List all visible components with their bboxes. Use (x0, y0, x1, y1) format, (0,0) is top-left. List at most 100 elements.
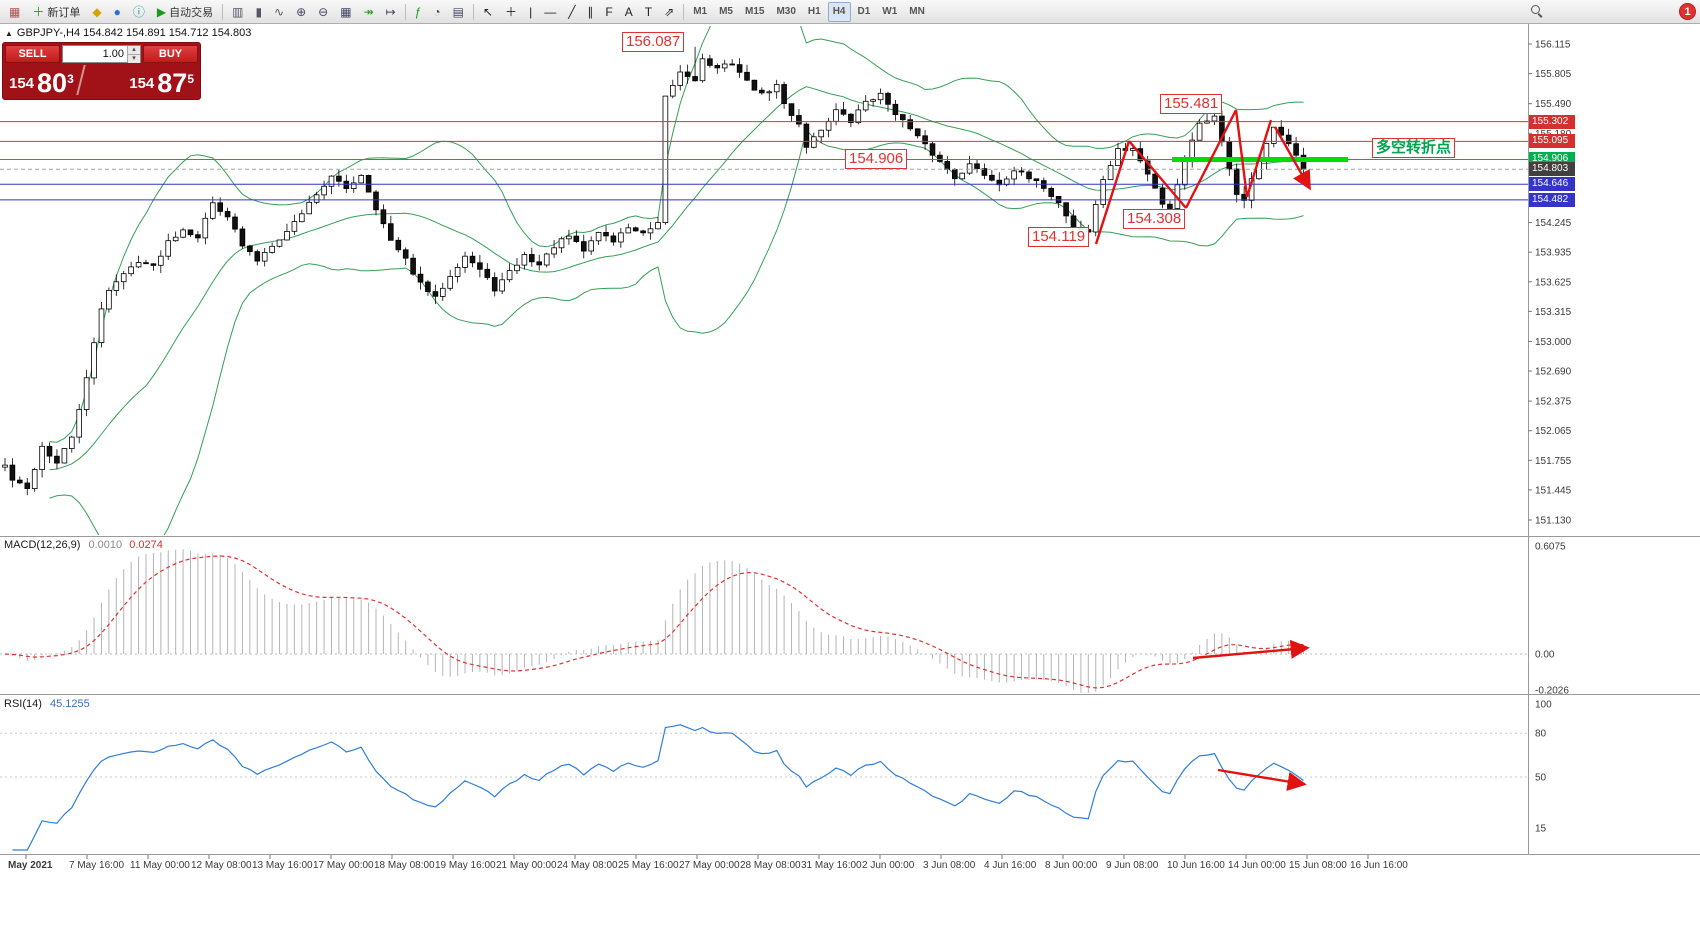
community-button[interactable]: ● (109, 2, 126, 22)
svg-text:7 May 16:00: 7 May 16:00 (69, 860, 124, 871)
trade-prices-row: 154 80 3 154 87 5 (5, 63, 198, 97)
rsi-label: RSI(14) (4, 698, 42, 710)
timeframe-mn-icon: MN (909, 5, 925, 17)
volume-stepper[interactable]: 1.00 ▴ ▾ (62, 45, 141, 63)
zoom-out-button[interactable]: ⊖ (313, 2, 333, 22)
fibonacci-button[interactable]: F (600, 2, 617, 22)
templates-button[interactable]: ▤ (448, 2, 469, 22)
horizontal-lines-layer[interactable] (0, 121, 1528, 201)
cursor-button[interactable]: ↖ (478, 2, 498, 22)
trend-arrow-3[interactable] (1184, 109, 1238, 209)
timeframe-m5-button[interactable]: M5 (714, 2, 738, 22)
indicators-button[interactable]: ƒ (410, 2, 427, 22)
auto-scroll-button[interactable]: ↠ (359, 2, 379, 22)
trend-arrow-1[interactable] (1094, 140, 1131, 245)
notification-badge[interactable]: 1 (1679, 3, 1696, 20)
timeframe-mn-button[interactable]: MN (904, 2, 930, 22)
auto-trading-button[interactable]: ▶ 自动交易 (152, 2, 218, 22)
svg-text:15: 15 (1535, 824, 1547, 835)
timeframe-w1-button[interactable]: W1 (877, 2, 902, 22)
bollinger-bands (49, 26, 1304, 535)
price-tag-154.803: 154.803 (1529, 162, 1575, 177)
anno-154308[interactable]: 154.308 (1123, 209, 1186, 229)
templates-icon: ▤ (452, 4, 464, 19)
sell-price-display[interactable]: 154 80 3 (9, 70, 74, 97)
candlestick-mode-button[interactable]: ▮ (250, 2, 267, 22)
fibonacci-icon: F (605, 4, 613, 19)
trend-arrow-2[interactable] (1128, 140, 1187, 209)
bar-chart-mode-button[interactable]: ▥ (227, 2, 248, 22)
anno-156087[interactable]: 156.087 (622, 32, 685, 52)
anno-155481[interactable]: 155.481 (1160, 94, 1223, 114)
anno-154906[interactable]: 154.906 (845, 149, 908, 169)
anno-154119[interactable]: 154.119 (1028, 227, 1090, 247)
volume-down-icon[interactable]: ▾ (128, 54, 140, 63)
svg-text:10 Jun 16:00: 10 Jun 16:00 (1167, 860, 1225, 871)
svg-text:21 May 00:00: 21 May 00:00 (496, 860, 557, 871)
svg-text:153.935: 153.935 (1535, 248, 1572, 259)
trendline-button[interactable]: ╱ (563, 2, 580, 22)
new-order-button[interactable]: ＋新订单 (27, 2, 85, 22)
channel-button[interactable]: ∥ (582, 2, 598, 22)
timeframe-m15-button[interactable]: M15 (740, 2, 769, 22)
svg-text:151.755: 151.755 (1535, 456, 1572, 467)
trend-arrow-5[interactable] (1245, 119, 1273, 198)
sell-button[interactable]: SELL (5, 45, 60, 63)
toolbar-separator (683, 3, 685, 20)
search-button[interactable] (1525, 1, 1548, 21)
line-chart-mode-button[interactable]: ∿ (269, 2, 289, 22)
timeframe-m30-button[interactable]: M30 (771, 2, 800, 22)
buy-price-display[interactable]: 154 87 5 (129, 70, 194, 97)
svg-text:0.6075: 0.6075 (1535, 542, 1566, 553)
vertical-line-button[interactable]: | (524, 2, 537, 22)
svg-text:152.375: 152.375 (1535, 397, 1572, 408)
horizontal-line-icon: — (544, 4, 557, 19)
new-chart-button[interactable]: ▦ (4, 2, 25, 22)
zoom-in-button[interactable]: ⊕ (291, 2, 311, 22)
crosshair-button[interactable]: ＋ (500, 2, 522, 22)
candles-layer (2, 46, 1307, 496)
timeframe-w1-icon: W1 (882, 5, 898, 17)
tile-windows-button[interactable]: ▦ (335, 2, 356, 22)
market-watch-button[interactable]: ◆ (87, 2, 106, 22)
periods-button[interactable]: ◔ (428, 2, 445, 22)
volume-spin: ▴ ▾ (127, 46, 140, 63)
horizontal-line-button[interactable]: — (539, 2, 561, 22)
market-watch-icon: ◆ (92, 4, 102, 19)
community-icon: ● (113, 4, 121, 19)
rsi-arrow[interactable] (1217, 768, 1307, 791)
volume-up-icon[interactable]: ▴ (128, 46, 140, 54)
info-button[interactable]: ⓘ (128, 2, 150, 22)
timeframe-h1-button[interactable]: H1 (803, 2, 826, 22)
price-axis[interactable]: 156.115 155.805 155.490 155.180 154.245 153.9… (1528, 40, 1572, 835)
vertical-line-icon: | (529, 4, 533, 19)
anno-turning-point[interactable]: 多空转折点 (1372, 138, 1456, 158)
text-label-icon: T (644, 4, 653, 19)
channel-icon: ∥ (587, 4, 594, 19)
time-axis[interactable]: May 2021 7 May 16:00 11 May 00:00 12 May 08… (8, 855, 1408, 871)
timeframe-d1-button[interactable]: D1 (853, 2, 876, 22)
macd-arrow[interactable] (1192, 639, 1310, 660)
trend-arrow-4[interactable] (1234, 109, 1249, 198)
arrow-objects-button[interactable]: ⇗ (659, 2, 679, 22)
text-button[interactable]: A (620, 2, 638, 22)
timeframe-h4-button[interactable]: H4 (827, 1, 851, 22)
text-label-button[interactable]: T (640, 2, 657, 22)
svg-text:14 Jun 00:00: 14 Jun 00:00 (1228, 860, 1286, 871)
price-tag-154.646: 154.646 (1529, 177, 1575, 192)
zoom-out-icon: ⊖ (318, 4, 329, 19)
svg-text:151.445: 151.445 (1535, 485, 1572, 496)
macd-label: MACD(12,26,9) (4, 539, 81, 551)
timeframe-m1-button[interactable]: M1 (688, 2, 712, 22)
price-tag-155.095: 155.095 (1529, 134, 1575, 149)
tile-windows-icon: ▦ (340, 4, 352, 19)
chart-shift-button[interactable]: ↦ (381, 2, 401, 22)
chart-shift-icon: ↦ (385, 4, 396, 19)
auto-scroll-icon: ↠ (363, 4, 374, 19)
one-click-collapse-icon[interactable]: ▲ (5, 28, 13, 38)
trend-arrow-6[interactable] (1273, 126, 1311, 191)
buy-button[interactable]: BUY (143, 45, 198, 63)
trend-arrows-layer[interactable] (1094, 109, 1311, 791)
timeframe-d1-icon: D1 (857, 5, 871, 17)
